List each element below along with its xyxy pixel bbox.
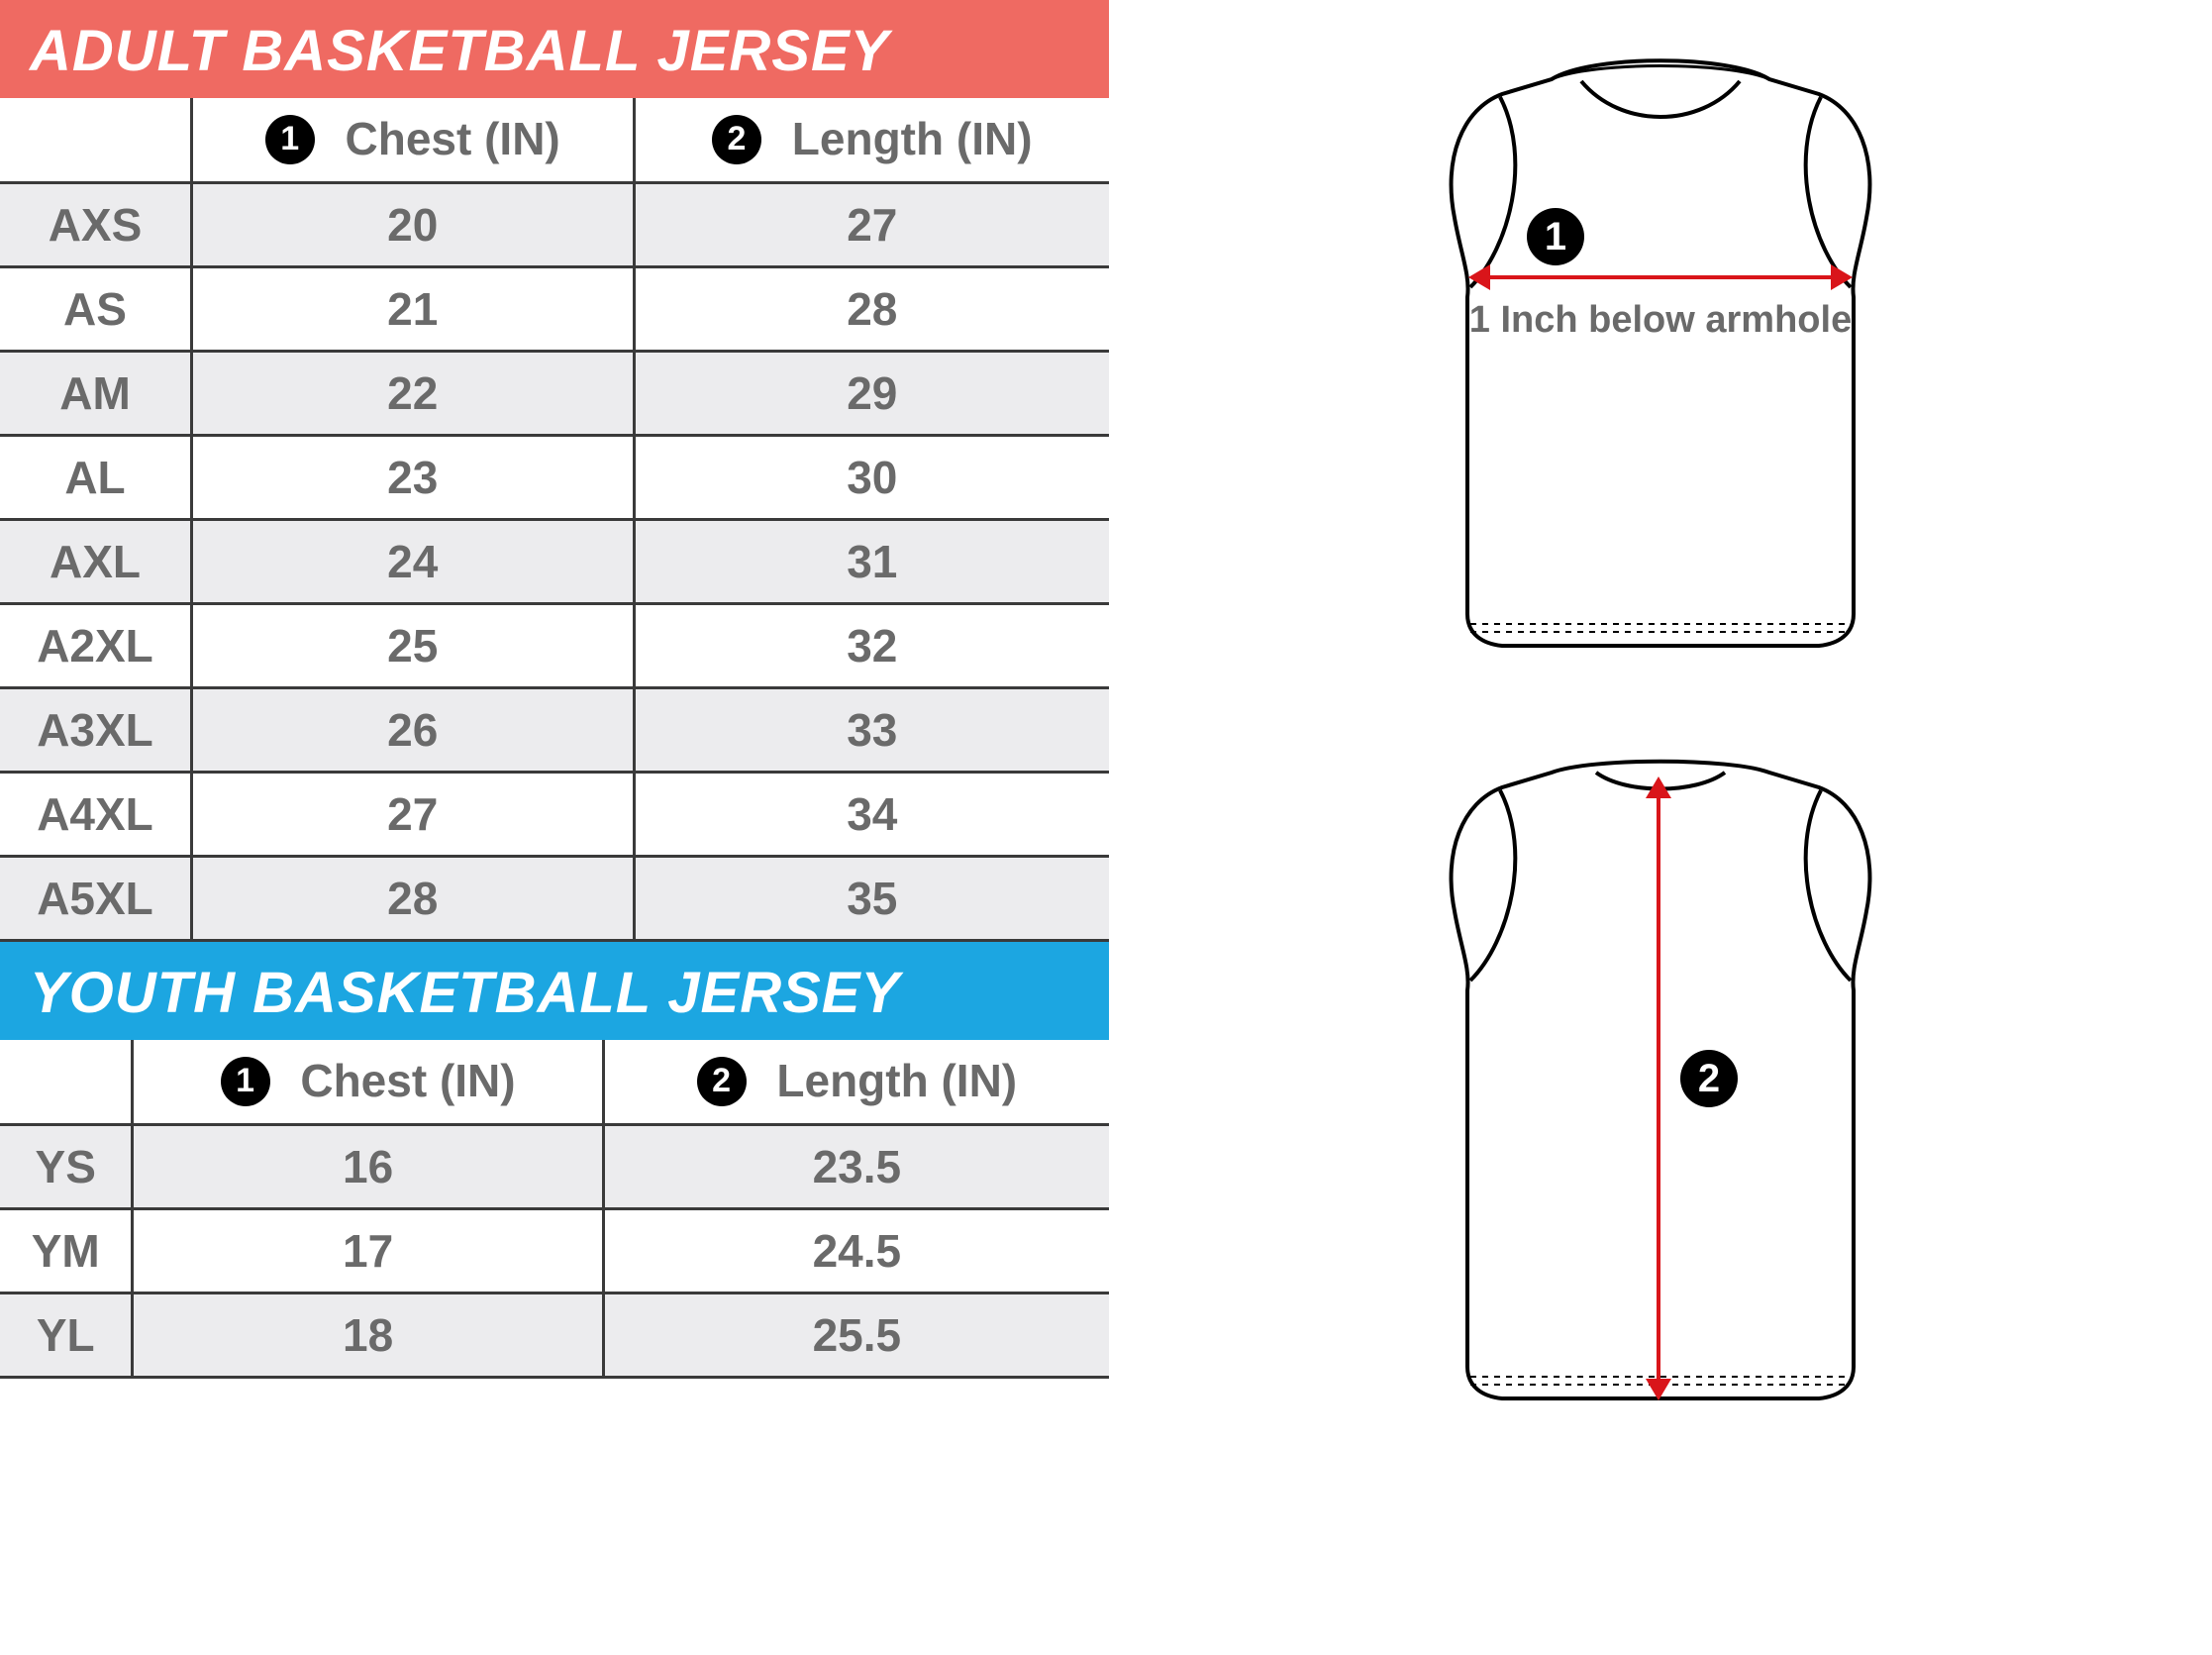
- cell-length: 24.5: [603, 1208, 1109, 1293]
- badge-2-icon: 2: [697, 1057, 747, 1106]
- cell-chest: 17: [133, 1208, 603, 1293]
- table-row: A2XL2532: [0, 603, 1109, 687]
- cell-length: 30: [634, 435, 1109, 519]
- cell-chest: 23: [191, 435, 634, 519]
- badge-1-icon: 1: [265, 115, 315, 164]
- cell-length: 28: [634, 266, 1109, 351]
- adult-header-length-label: Length (IN): [792, 113, 1033, 164]
- adult-header-chest-label: Chest (IN): [346, 113, 560, 164]
- table-row: AXL2431: [0, 519, 1109, 603]
- cell-length: 23.5: [603, 1124, 1109, 1208]
- jersey-back-diagram: 2: [1393, 733, 1928, 1426]
- cell-length: 29: [634, 351, 1109, 435]
- jersey-back-icon: [1393, 733, 1928, 1426]
- adult-size-table: 1 Chest (IN) 2 Length (IN) AXS2027AS2128…: [0, 98, 1109, 942]
- cell-length: 25.5: [603, 1293, 1109, 1377]
- badge-2-icon: 2: [1680, 1050, 1738, 1107]
- armhole-label: 1 Inch below armhole: [1393, 299, 1928, 342]
- cell-chest: 18: [133, 1293, 603, 1377]
- chest-measure-arrow: [1472, 275, 1849, 279]
- table-row: A4XL2734: [0, 772, 1109, 856]
- adult-header-blank: [0, 98, 191, 182]
- cell-chest: 20: [191, 182, 634, 266]
- jersey-front-icon: [1393, 40, 1928, 673]
- youth-size-table: 1 Chest (IN) 2 Length (IN) YS1623.5YM172…: [0, 1040, 1109, 1379]
- cell-chest: 24: [191, 519, 634, 603]
- cell-chest: 26: [191, 687, 634, 772]
- cell-length: 27: [634, 182, 1109, 266]
- table-row: A3XL2633: [0, 687, 1109, 772]
- youth-header-chest: 1 Chest (IN): [133, 1040, 603, 1124]
- youth-header-length-label: Length (IN): [776, 1055, 1017, 1106]
- cell-size: A4XL: [0, 772, 191, 856]
- table-row: AL2330: [0, 435, 1109, 519]
- table-row: AM2229: [0, 351, 1109, 435]
- diagram-column: 1 1 Inch below armhole 2: [1109, 0, 2212, 1655]
- cell-length: 34: [634, 772, 1109, 856]
- cell-size: A2XL: [0, 603, 191, 687]
- cell-size: YM: [0, 1208, 133, 1293]
- table-row: AXS2027: [0, 182, 1109, 266]
- youth-header-blank: [0, 1040, 133, 1124]
- cell-length: 35: [634, 856, 1109, 940]
- adult-header-length: 2 Length (IN): [634, 98, 1109, 182]
- cell-size: AXS: [0, 182, 191, 266]
- youth-title: YOUTH BASKETBALL JERSEY: [0, 942, 1109, 1040]
- cell-chest: 16: [133, 1124, 603, 1208]
- adult-title: ADULT BASKETBALL JERSEY: [0, 0, 1109, 98]
- youth-header-length: 2 Length (IN): [603, 1040, 1109, 1124]
- cell-chest: 21: [191, 266, 634, 351]
- table-row: YS1623.5: [0, 1124, 1109, 1208]
- cell-size: A5XL: [0, 856, 191, 940]
- cell-chest: 27: [191, 772, 634, 856]
- cell-size: AL: [0, 435, 191, 519]
- badge-1-icon: 1: [1527, 208, 1584, 265]
- adult-header-chest: 1 Chest (IN): [191, 98, 634, 182]
- length-measure-arrow: [1657, 780, 1660, 1396]
- jersey-front-diagram: 1 1 Inch below armhole: [1393, 40, 1928, 673]
- badge-2-icon: 2: [712, 115, 761, 164]
- cell-length: 32: [634, 603, 1109, 687]
- table-row: AS2128: [0, 266, 1109, 351]
- cell-size: A3XL: [0, 687, 191, 772]
- cell-size: YL: [0, 1293, 133, 1377]
- size-chart-page: ADULT BASKETBALL JERSEY 1 Chest (IN) 2 L…: [0, 0, 2212, 1655]
- youth-header-chest-label: Chest (IN): [300, 1055, 515, 1106]
- cell-size: AM: [0, 351, 191, 435]
- cell-size: AXL: [0, 519, 191, 603]
- cell-length: 31: [634, 519, 1109, 603]
- badge-1-icon: 1: [221, 1057, 270, 1106]
- cell-size: AS: [0, 266, 191, 351]
- cell-chest: 22: [191, 351, 634, 435]
- cell-chest: 25: [191, 603, 634, 687]
- cell-size: YS: [0, 1124, 133, 1208]
- table-row: A5XL2835: [0, 856, 1109, 940]
- cell-length: 33: [634, 687, 1109, 772]
- tables-column: ADULT BASKETBALL JERSEY 1 Chest (IN) 2 L…: [0, 0, 1109, 1655]
- table-row: YL1825.5: [0, 1293, 1109, 1377]
- table-row: YM1724.5: [0, 1208, 1109, 1293]
- cell-chest: 28: [191, 856, 634, 940]
